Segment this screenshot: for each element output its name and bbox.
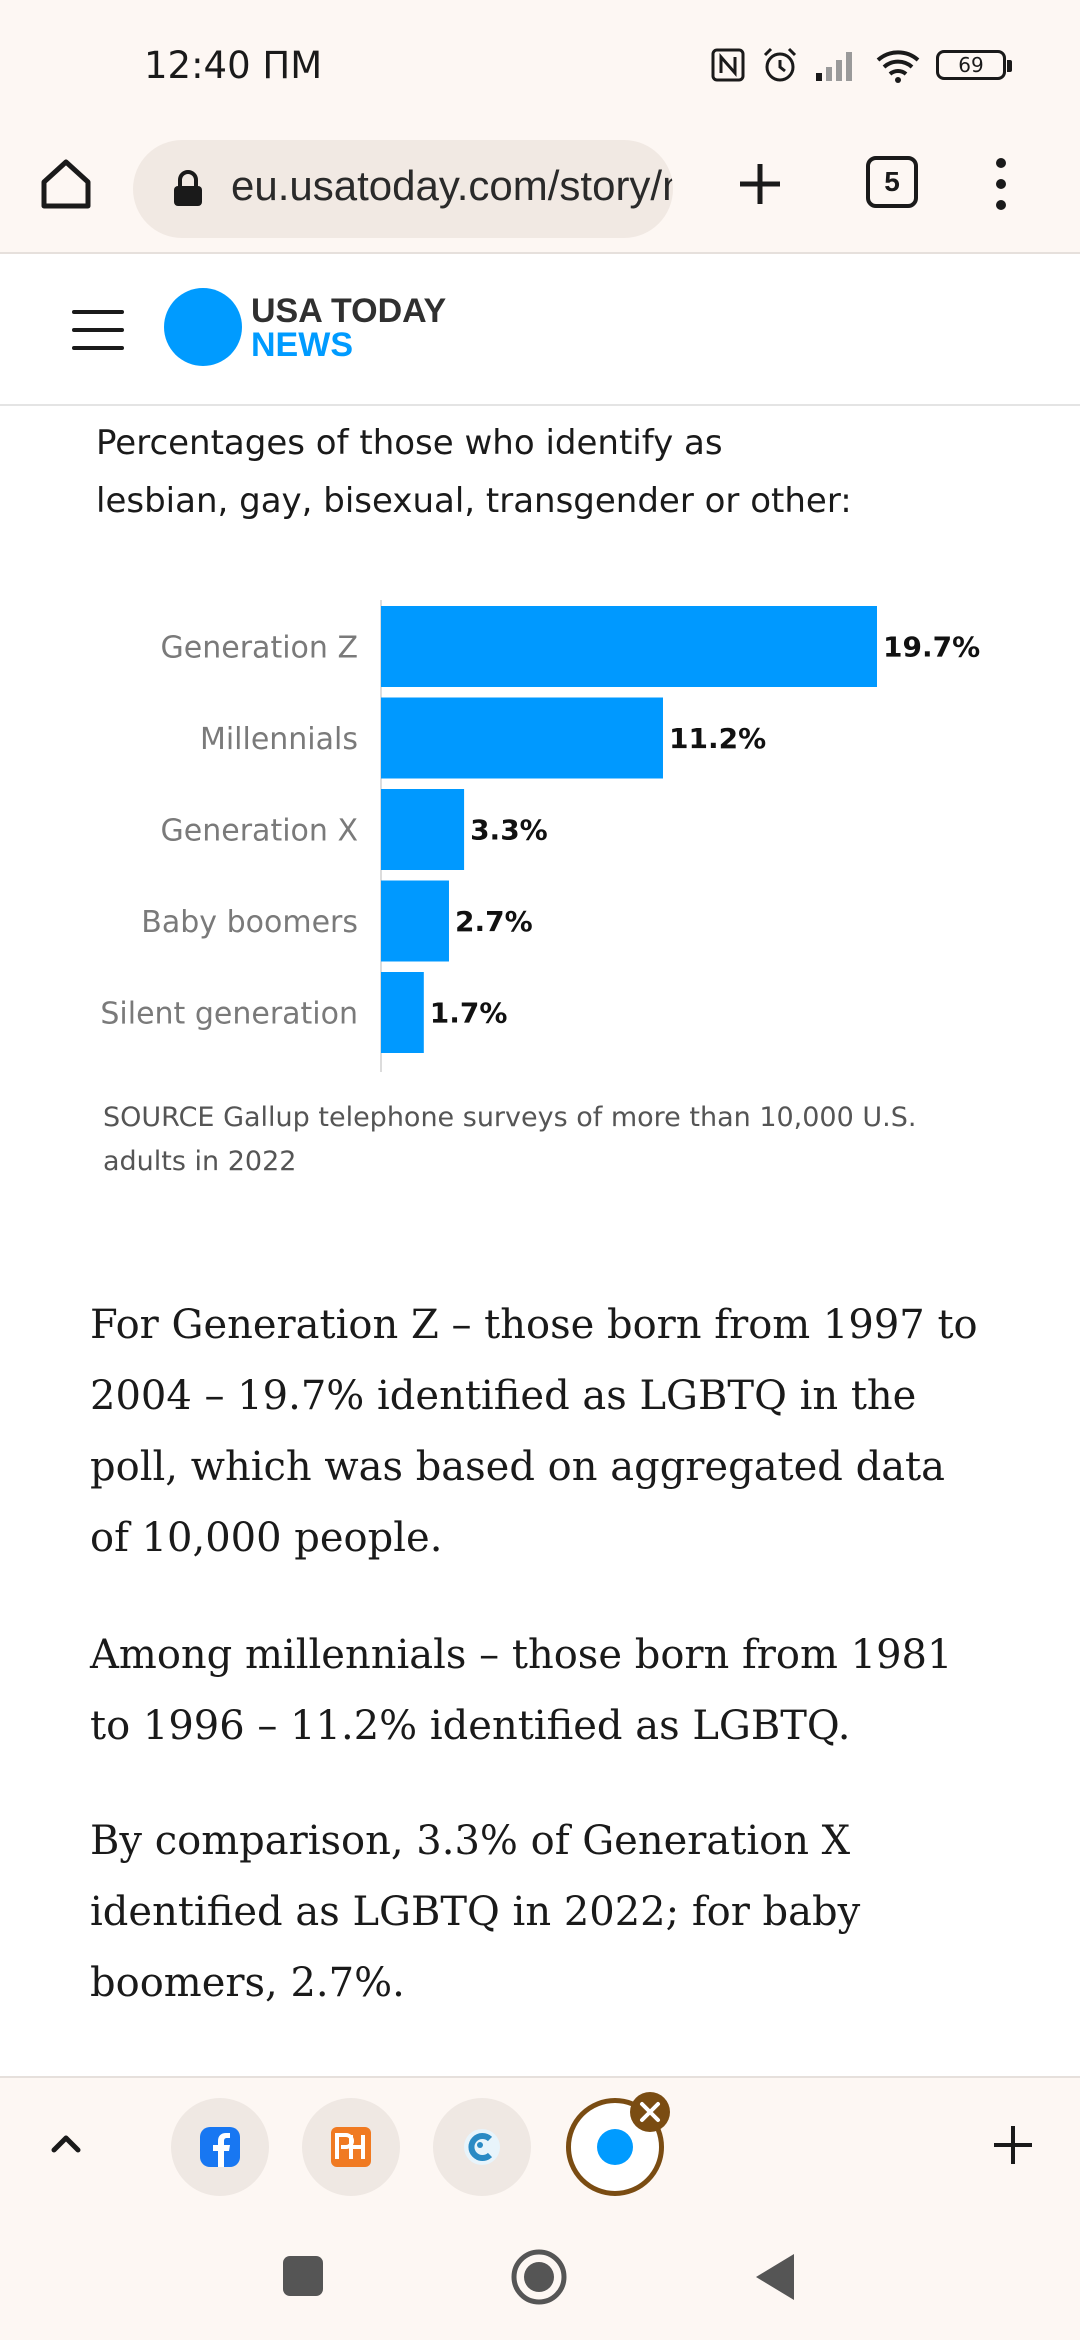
home-icon bbox=[41, 159, 91, 209]
chart-bar bbox=[381, 697, 663, 779]
chart-category-label: Generation Z bbox=[161, 631, 358, 666]
facebook-tab[interactable] bbox=[171, 2098, 269, 2196]
app-icon bbox=[464, 2129, 500, 2165]
site-header: USA TODAY NEWS bbox=[0, 256, 1080, 406]
app-tab[interactable] bbox=[433, 2098, 531, 2196]
usa-today-tab[interactable] bbox=[566, 2098, 664, 2196]
chart-bar bbox=[381, 880, 449, 962]
nfc-icon bbox=[711, 48, 745, 82]
logo-line1: USA TODAY bbox=[251, 292, 447, 330]
chart-value-label: 19.7% bbox=[883, 631, 980, 664]
chart-bar bbox=[381, 789, 465, 870]
dot-icon bbox=[996, 158, 1006, 168]
facebook-icon bbox=[200, 2127, 240, 2167]
chart-category-label: Silent generation bbox=[100, 997, 358, 1032]
close-tab-button[interactable] bbox=[630, 2092, 670, 2132]
bar-chart: Generation Z 19.7% Millennials 11.2% Generat… bbox=[100, 600, 980, 1072]
new-tab-button[interactable] bbox=[730, 154, 790, 214]
chevron-up-icon bbox=[51, 2135, 81, 2153]
article-paragraph: Among millennials – those born from 1981… bbox=[90, 1632, 953, 1749]
plus-icon bbox=[740, 164, 780, 204]
usa-today-tab-icon bbox=[597, 2129, 633, 2165]
recents-button[interactable] bbox=[281, 2254, 325, 2298]
url-text: eu.usatoday.com/story/news bbox=[231, 162, 673, 209]
add-tab-button[interactable] bbox=[990, 2122, 1036, 2173]
lock-icon bbox=[174, 170, 202, 206]
tab-strip-expand-button[interactable] bbox=[44, 2122, 88, 2171]
alarm-icon bbox=[763, 47, 797, 82]
chart-value-label: 1.7% bbox=[430, 997, 508, 1030]
chart-category-label: Baby boomers bbox=[141, 905, 358, 940]
back-button[interactable] bbox=[754, 2252, 798, 2302]
hamburger-menu-icon[interactable] bbox=[72, 310, 124, 350]
logo-line2: NEWS bbox=[251, 326, 353, 364]
chart-value-label: 11.2% bbox=[669, 722, 766, 755]
chart-category-label: Generation X bbox=[161, 814, 358, 849]
battery-icon: 69 bbox=[936, 50, 1012, 80]
home-button[interactable] bbox=[34, 152, 98, 216]
wifi-icon bbox=[876, 50, 920, 83]
ph-app-icon bbox=[331, 2127, 371, 2167]
status-bar: 12:40 ПМ 69 bbox=[0, 0, 1080, 128]
tab-switcher-button[interactable]: 5 bbox=[866, 156, 918, 208]
close-icon bbox=[640, 2102, 660, 2122]
ph-tab[interactable] bbox=[302, 2098, 400, 2196]
usa-today-logo[interactable] bbox=[164, 288, 242, 366]
address-bar[interactable]: eu.usatoday.com/story/news bbox=[133, 140, 673, 238]
dot-icon bbox=[996, 179, 1006, 189]
tab-strip bbox=[0, 2076, 1080, 2212]
signal-icon bbox=[816, 52, 852, 81]
site-logo-text[interactable]: USA TODAY NEWS bbox=[251, 294, 446, 362]
chart-bar bbox=[381, 606, 877, 687]
browser-toolbar: eu.usatoday.com/story/news 5 bbox=[0, 128, 1080, 254]
status-time: 12:40 ПМ bbox=[144, 44, 323, 87]
article-paragraph: By comparison, 3.3% of Generation X iden… bbox=[90, 1818, 861, 2006]
plus-icon bbox=[994, 2126, 1032, 2164]
chart-source: SOURCE Gallup telephone surveys of more … bbox=[103, 1102, 917, 1177]
article-paragraph: For Generation Z – those born from 1997 … bbox=[90, 1302, 978, 1561]
chart-category-label: Millennials bbox=[200, 722, 358, 757]
chart-bar bbox=[381, 972, 424, 1053]
browser-menu-button[interactable] bbox=[986, 152, 1016, 216]
status-icons: 69 bbox=[710, 42, 1012, 88]
dot-icon bbox=[996, 200, 1006, 210]
chart-value-label: 3.3% bbox=[470, 814, 548, 847]
chart-caption: Percentages of those who identify as les… bbox=[96, 423, 852, 521]
system-navigation-bar bbox=[0, 2212, 1080, 2340]
home-nav-button[interactable] bbox=[510, 2248, 568, 2306]
chart-value-label: 2.7% bbox=[455, 905, 533, 938]
